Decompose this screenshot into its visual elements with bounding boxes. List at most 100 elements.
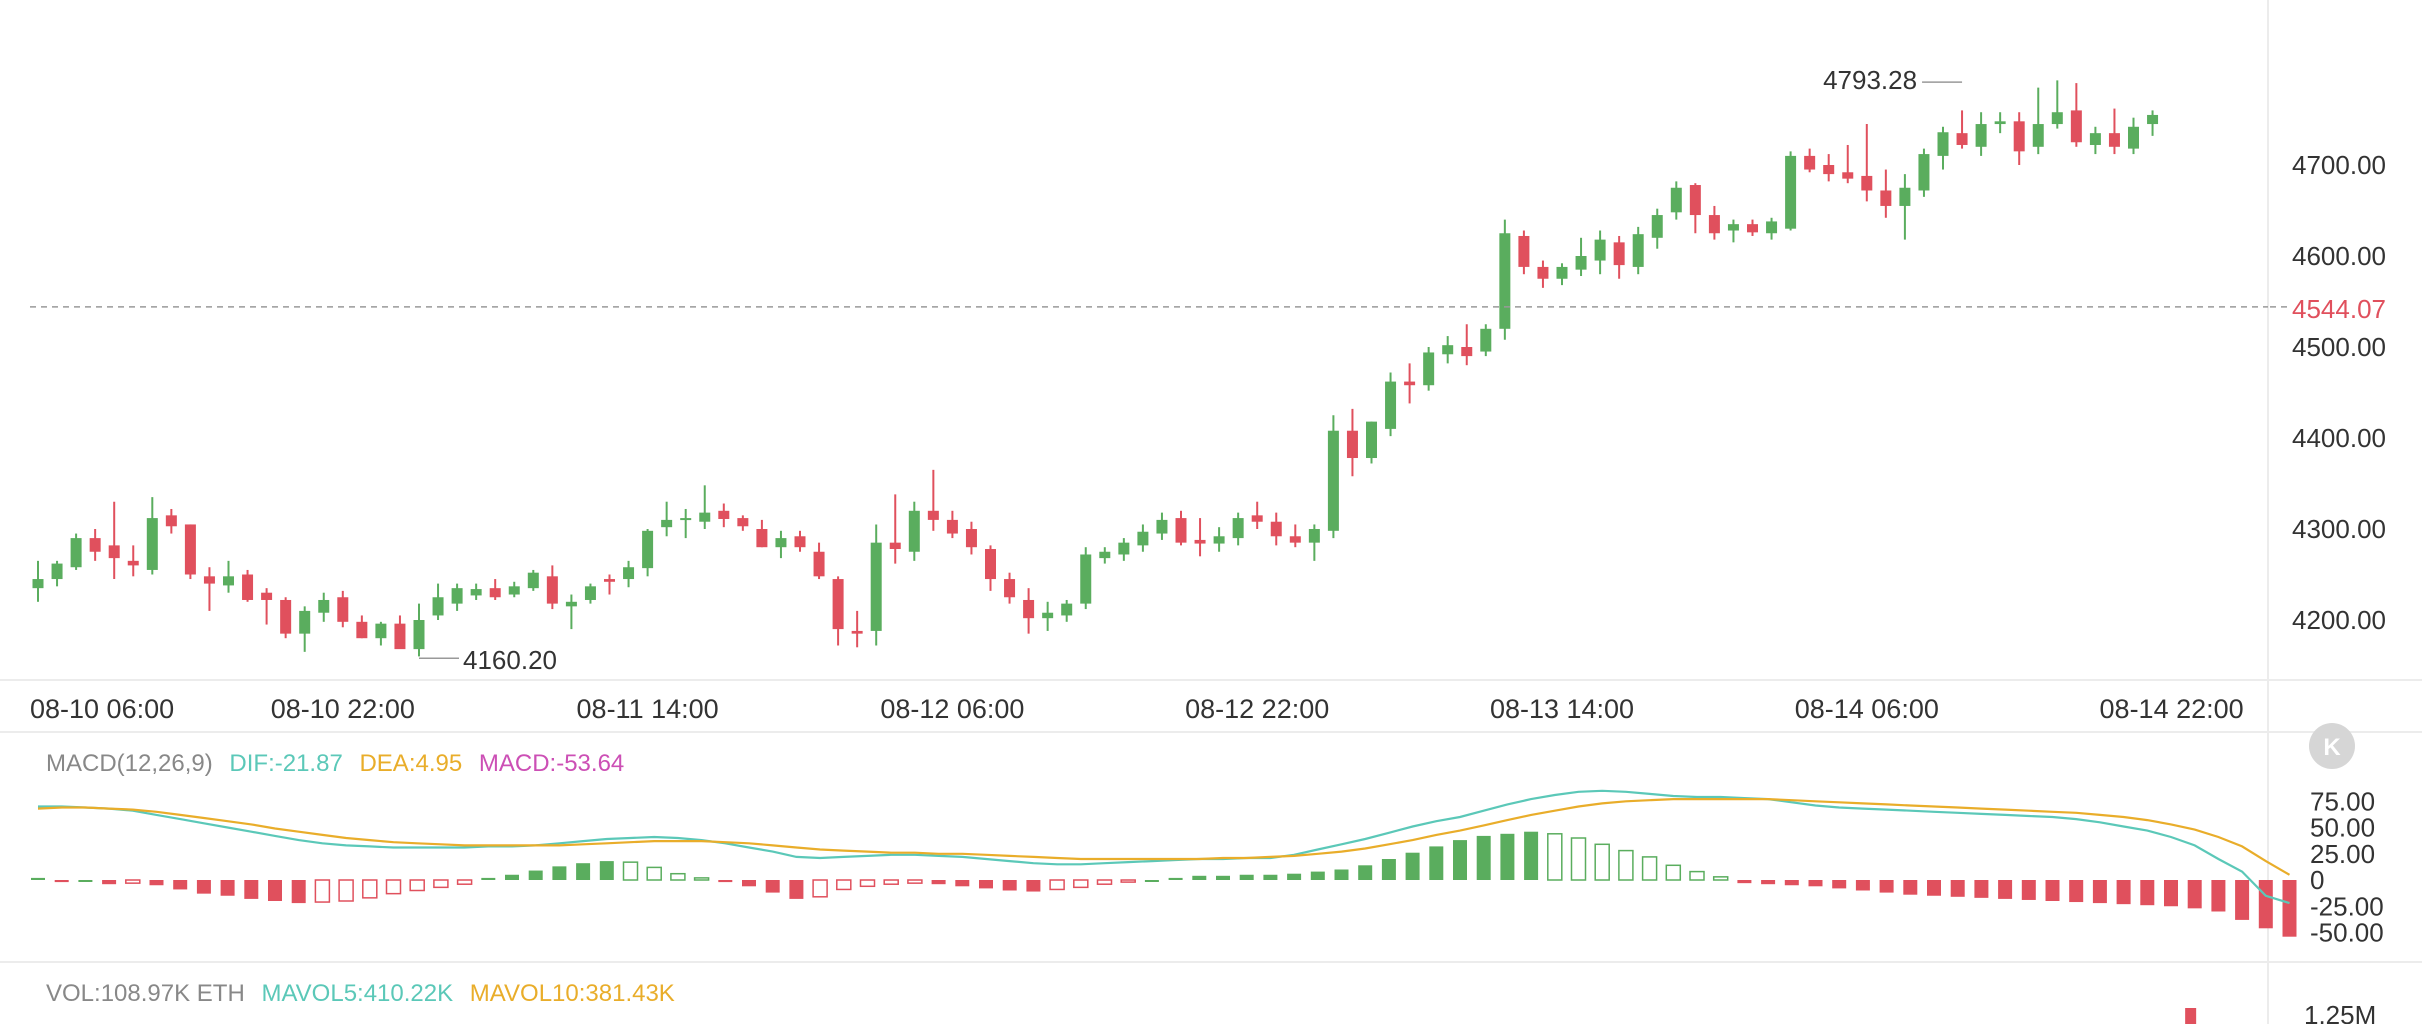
candle[interactable] xyxy=(2070,83,2082,147)
candle[interactable] xyxy=(985,545,996,591)
candle[interactable] xyxy=(813,542,825,580)
candle[interactable] xyxy=(1823,154,1835,182)
candle[interactable] xyxy=(146,497,158,575)
candle[interactable] xyxy=(832,576,844,646)
candle[interactable] xyxy=(1042,601,1054,631)
candle[interactable] xyxy=(1994,112,2006,134)
candle[interactable] xyxy=(680,508,692,539)
candle[interactable] xyxy=(1366,421,1377,464)
candle[interactable] xyxy=(1480,324,1492,357)
candle[interactable] xyxy=(432,583,444,620)
candle[interactable] xyxy=(89,529,101,561)
candle[interactable] xyxy=(1061,599,1073,622)
candle[interactable] xyxy=(1213,527,1225,552)
candle[interactable] xyxy=(2128,117,2139,155)
candle[interactable] xyxy=(965,521,977,555)
candle[interactable] xyxy=(356,615,368,639)
candle[interactable] xyxy=(527,569,539,591)
candle[interactable] xyxy=(1442,336,1454,364)
candle[interactable] xyxy=(51,560,63,587)
candle[interactable] xyxy=(889,494,901,564)
candle[interactable] xyxy=(851,610,863,648)
candle[interactable] xyxy=(165,508,177,534)
candle[interactable] xyxy=(1156,512,1168,540)
candle[interactable] xyxy=(470,583,482,600)
candle[interactable] xyxy=(223,560,234,593)
candle[interactable] xyxy=(1670,181,1682,220)
candle[interactable] xyxy=(1613,235,1625,279)
candle[interactable] xyxy=(1842,144,1854,184)
candle[interactable] xyxy=(1175,510,1187,546)
candle[interactable] xyxy=(1975,112,1987,156)
candle[interactable] xyxy=(394,615,406,650)
candle[interactable] xyxy=(1575,237,1587,277)
candle[interactable] xyxy=(661,501,673,537)
candle[interactable] xyxy=(127,545,139,577)
candle[interactable] xyxy=(1956,110,1968,149)
candle[interactable] xyxy=(1023,588,1035,634)
candle[interactable] xyxy=(1308,524,1320,561)
candle[interactable] xyxy=(1327,415,1339,539)
candle[interactable] xyxy=(2089,126,2101,155)
candle[interactable] xyxy=(1899,174,1911,240)
candle[interactable] xyxy=(32,560,44,602)
candle[interactable] xyxy=(1080,547,1092,610)
candle[interactable] xyxy=(108,501,120,580)
candle[interactable] xyxy=(184,524,196,580)
candle[interactable] xyxy=(318,592,330,622)
candle[interactable] xyxy=(2032,87,2044,155)
candle[interactable] xyxy=(1727,219,1739,243)
candle[interactable] xyxy=(584,583,596,604)
candle[interactable] xyxy=(203,567,215,611)
candle[interactable] xyxy=(946,510,958,539)
candle[interactable] xyxy=(508,581,520,598)
candle[interactable] xyxy=(604,574,615,595)
candle[interactable] xyxy=(1689,183,1701,234)
candle[interactable] xyxy=(1270,512,1282,546)
candle[interactable] xyxy=(1404,363,1416,404)
candle[interactable] xyxy=(2108,108,2120,155)
candle[interactable] xyxy=(1499,219,1511,340)
candle[interactable] xyxy=(1937,126,1949,170)
candle[interactable] xyxy=(699,485,711,529)
candle[interactable] xyxy=(1251,501,1263,529)
candle[interactable] xyxy=(1708,205,1720,240)
candle[interactable] xyxy=(546,565,558,610)
candle[interactable] xyxy=(1918,148,1930,197)
candle[interactable] xyxy=(2013,112,2025,165)
candle[interactable] xyxy=(1747,219,1758,236)
candle[interactable] xyxy=(1137,524,1149,552)
candle[interactable] xyxy=(870,524,882,646)
candle[interactable] xyxy=(565,594,577,630)
candle[interactable] xyxy=(489,579,501,600)
candle[interactable] xyxy=(1118,538,1130,561)
candle[interactable] xyxy=(1785,151,1797,231)
candle[interactable] xyxy=(2051,80,2063,129)
candle[interactable] xyxy=(451,583,463,611)
candle[interactable] xyxy=(1766,217,1778,240)
candle[interactable] xyxy=(1423,347,1435,391)
candle[interactable] xyxy=(1651,208,1663,249)
candle[interactable] xyxy=(1004,572,1016,604)
candle[interactable] xyxy=(1289,524,1301,548)
candle[interactable] xyxy=(1537,260,1549,288)
candle[interactable] xyxy=(1804,148,1816,173)
candle[interactable] xyxy=(775,530,787,559)
candle[interactable] xyxy=(1518,230,1530,275)
candle[interactable] xyxy=(756,519,768,548)
candle[interactable] xyxy=(1232,512,1244,546)
candle[interactable] xyxy=(1346,408,1358,477)
candle[interactable] xyxy=(1461,324,1473,366)
candle[interactable] xyxy=(642,529,654,577)
k-logo-icon[interactable]: K xyxy=(2309,723,2355,769)
candle[interactable] xyxy=(2147,110,2159,136)
candle[interactable] xyxy=(337,590,349,628)
candle[interactable] xyxy=(70,533,82,570)
candle[interactable] xyxy=(242,569,254,602)
candle[interactable] xyxy=(794,530,806,552)
candle[interactable] xyxy=(927,469,939,531)
candle[interactable] xyxy=(375,621,387,646)
candle[interactable] xyxy=(1556,263,1568,286)
